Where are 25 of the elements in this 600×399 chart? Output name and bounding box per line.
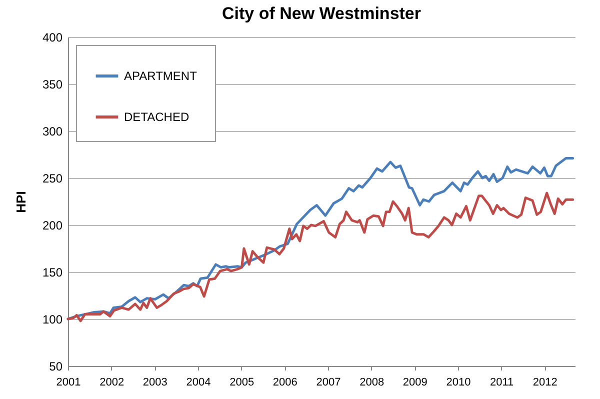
legend-label: APARTMENT (124, 69, 198, 83)
x-tick-label: 2010 (446, 376, 471, 388)
x-tick-label: 2012 (532, 376, 558, 388)
x-tick-label: 2007 (316, 376, 341, 388)
x-tick-label: 2002 (100, 376, 124, 388)
x-tick-label: 2008 (360, 376, 384, 388)
y-tick-label: 350 (42, 78, 63, 92)
y-tick-label: 200 (42, 218, 63, 232)
x-tick-label: 2003 (142, 376, 168, 388)
x-tick-label: 2004 (186, 376, 211, 388)
y-tick-label: 150 (42, 266, 63, 280)
x-tick-label: 2011 (490, 376, 514, 388)
y-tick-label: 400 (42, 30, 63, 44)
x-tick-label: 2009 (402, 376, 428, 388)
x-tick-label: 2006 (272, 376, 298, 388)
x-tick-label: 2001 (56, 376, 81, 388)
x-tick-label: 2005 (230, 376, 254, 388)
y-tick-label: 300 (42, 124, 63, 138)
y-tick-label: 50 (49, 360, 63, 374)
legend-label: DETACHED (124, 110, 190, 124)
line-series (66, 192, 574, 322)
y-tick-label: 100 (42, 312, 63, 326)
y-axis-title: HPI (13, 191, 28, 213)
y-tick-label: 250 (42, 172, 63, 186)
chart-title: City of New Westminster (222, 4, 422, 23)
